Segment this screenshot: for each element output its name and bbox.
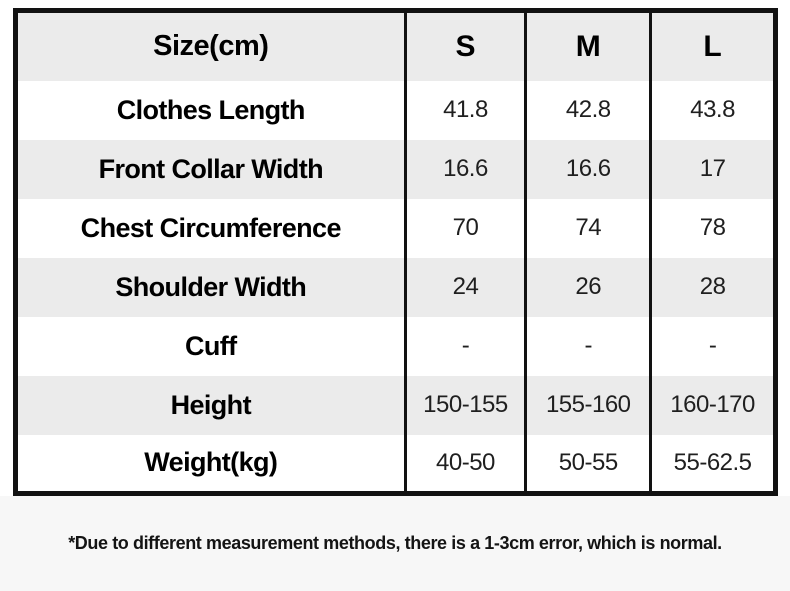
size-column-s: S bbox=[403, 10, 526, 81]
table-row-shoulder-width: Shoulder Width 24 26 28 bbox=[15, 257, 776, 317]
value-cell: 155-160 bbox=[524, 375, 651, 435]
row-label: Cuff bbox=[184, 330, 237, 361]
value-cell: 26 bbox=[524, 257, 651, 317]
table-row-clothes-length: Clothes Length 41.8 42.8 43.8 bbox=[16, 80, 776, 140]
value-cell: 43.8 bbox=[649, 80, 776, 140]
value-cell: 24 bbox=[403, 257, 526, 317]
size-unit-header: Size(cm) bbox=[153, 30, 269, 63]
footer-note-band: *Due to different measurement methods, t… bbox=[0, 496, 790, 591]
value-cell: 70 bbox=[403, 198, 526, 258]
table-row-cuff: Cuff - - - bbox=[16, 316, 776, 376]
value-cell: 78 bbox=[649, 198, 776, 258]
value-cell: 74 bbox=[524, 198, 651, 258]
value-cell: 40-50 bbox=[403, 434, 526, 494]
value-cell: - bbox=[403, 316, 526, 376]
size-column-m: M bbox=[524, 10, 651, 81]
table-row-weight: Weight(kg) 40-50 50-55 55-62.5 bbox=[16, 434, 776, 494]
value-cell: 28 bbox=[649, 257, 776, 317]
size-column-l: L bbox=[649, 10, 776, 81]
value-cell: 42.8 bbox=[524, 80, 651, 140]
table-row-chest-circumference: Chest Circumference 70 74 78 bbox=[16, 198, 776, 258]
size-chart-table-area: Size(cm) S M L Clothes Length 41.8 42.8 … bbox=[13, 8, 778, 496]
size-chart-table: Size(cm) S M L Clothes Length 41.8 42.8 … bbox=[13, 8, 778, 496]
value-cell: 41.8 bbox=[403, 80, 526, 140]
value-cell: - bbox=[524, 316, 651, 376]
value-cell: 55-62.5 bbox=[649, 434, 776, 494]
value-cell: 16.6 bbox=[403, 139, 526, 199]
value-cell: 17 bbox=[649, 139, 776, 199]
row-label: Shoulder Width bbox=[115, 271, 307, 302]
row-label: Front Collar Width bbox=[98, 153, 324, 184]
table-row-front-collar-width: Front Collar Width 16.6 16.6 17 bbox=[15, 139, 776, 199]
row-label: Height bbox=[170, 389, 252, 420]
row-label: Clothes Length bbox=[116, 94, 306, 125]
value-cell: - bbox=[649, 316, 776, 376]
value-cell: 150-155 bbox=[403, 375, 526, 435]
value-cell: 160-170 bbox=[649, 375, 776, 435]
value-cell: 50-55 bbox=[524, 434, 651, 494]
row-label: Weight(kg) bbox=[144, 447, 278, 478]
row-label: Chest Circumference bbox=[80, 212, 342, 243]
header-row: Size(cm) S M L bbox=[15, 10, 776, 81]
value-cell: 16.6 bbox=[524, 139, 651, 199]
measurement-disclaimer-note: *Due to different measurement methods, t… bbox=[68, 533, 722, 553]
table-row-height: Height 150-155 155-160 160-170 bbox=[15, 375, 776, 435]
